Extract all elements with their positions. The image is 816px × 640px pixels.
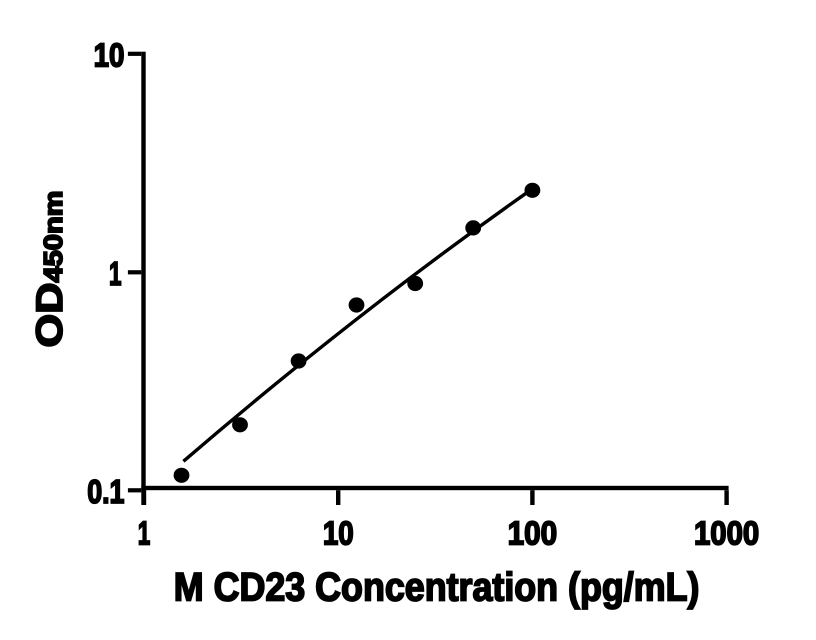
- svg-text:1: 1: [109, 255, 122, 293]
- svg-text:OD: OD: [28, 283, 70, 348]
- svg-text:100: 100: [508, 515, 558, 553]
- svg-text:1: 1: [138, 515, 151, 553]
- svg-text:10: 10: [323, 515, 354, 553]
- svg-text:0.1: 0.1: [87, 473, 124, 511]
- svg-text:1000: 1000: [694, 515, 759, 553]
- svg-text:M CD23 Concentration (pg/mL): M CD23 Concentration (pg/mL): [174, 566, 700, 610]
- svg-text:10: 10: [94, 37, 125, 75]
- svg-text:450nm: 450nm: [38, 191, 68, 283]
